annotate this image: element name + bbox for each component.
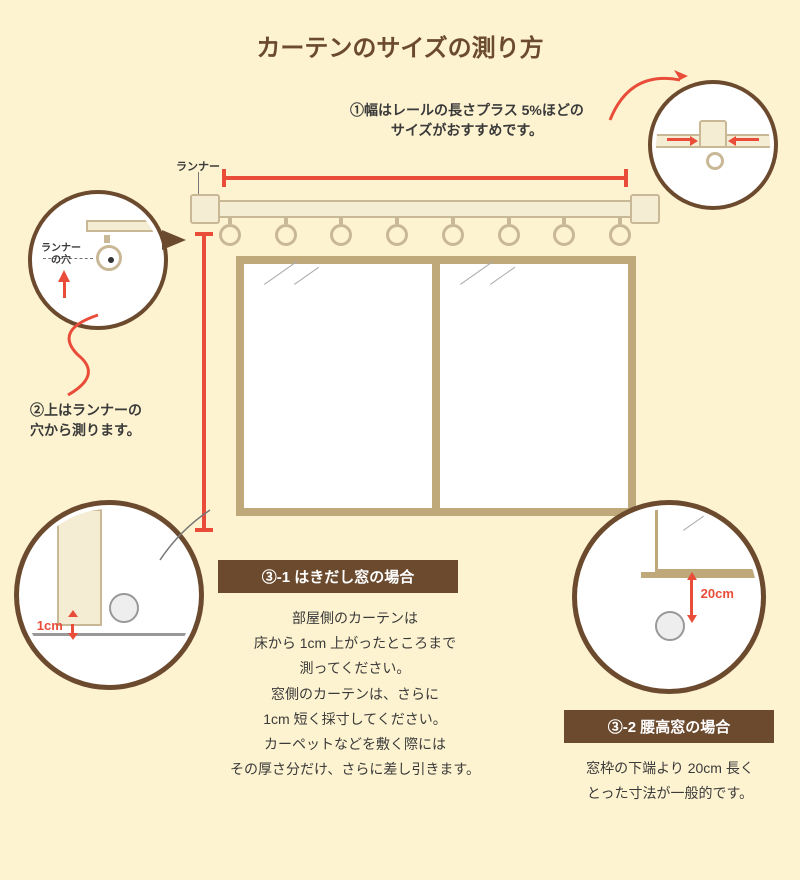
curtain-ring bbox=[442, 224, 464, 246]
detail-circle-runner-hole: ランナーの穴 bbox=[28, 190, 168, 330]
curtain-ring bbox=[609, 224, 631, 246]
section-body-3-1: 部屋側のカーテンは床から 1cm 上がったところまで測ってください。窓側のカーテ… bbox=[170, 606, 540, 782]
dimension-1cm: 1cm bbox=[37, 618, 63, 633]
section-body-3-2: 窓枠の下端より 20cm 長くとった寸法が一般的です。 bbox=[550, 756, 790, 806]
curtain-ring bbox=[275, 224, 297, 246]
window-frame bbox=[236, 256, 636, 516]
page-title: カーテンのサイズの測り方 bbox=[0, 28, 800, 63]
section-header-3-1: ③-1 はきだし窓の場合 bbox=[218, 560, 458, 593]
curtain-ring bbox=[498, 224, 520, 246]
section-header-3-2: ③-2 腰高窓の場合 bbox=[564, 710, 774, 743]
curtain-ring bbox=[386, 224, 408, 246]
note-height: ②上はランナーの穴から測ります。 bbox=[30, 400, 142, 440]
note-width: ①幅はレールの長さプラス 5%ほどのサイズがおすすめです。 bbox=[350, 100, 584, 140]
curtain-ring bbox=[219, 224, 241, 246]
curtain-rail bbox=[200, 200, 650, 218]
detail-circle-sill-gap: 20cm bbox=[572, 500, 766, 694]
width-measure-line bbox=[222, 176, 628, 180]
height-measure-line bbox=[202, 232, 206, 532]
dimension-20cm: 20cm bbox=[701, 586, 734, 601]
